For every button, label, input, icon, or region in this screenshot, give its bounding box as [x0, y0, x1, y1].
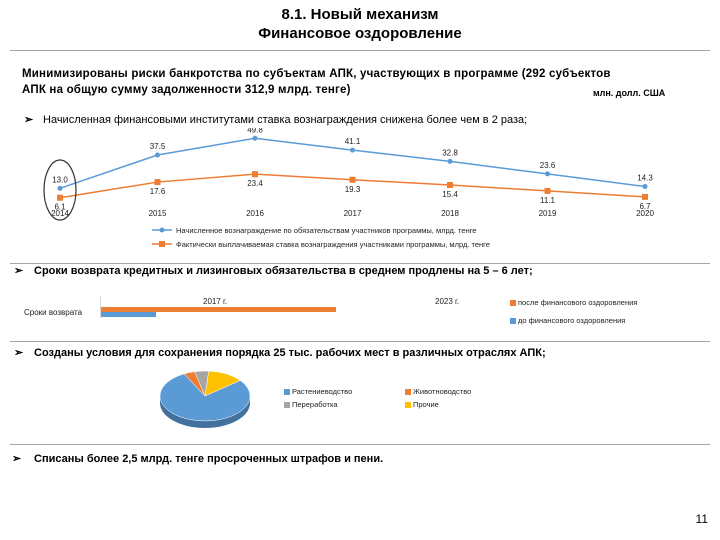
- bullet-2-text: Сроки возврата кредитных и лизинговых об…: [34, 265, 533, 277]
- data-label: 41.1: [345, 137, 361, 146]
- bullet-arrow-icon: ➢: [12, 453, 22, 465]
- intro-text: Минимизированы риски банкротства по субъ…: [22, 68, 611, 96]
- unit-label: млн. долл. США: [593, 88, 666, 98]
- page-number: 11: [695, 512, 708, 526]
- bar-label-after: 2023 г.: [435, 297, 460, 306]
- legend-after-marker: [510, 300, 516, 306]
- data-label: 15.4: [442, 190, 458, 199]
- data-label: 14.3: [637, 174, 653, 183]
- x-tick-label: 2017: [344, 209, 362, 218]
- bar-after: [101, 307, 337, 312]
- pie-legend-marker: [405, 389, 411, 395]
- series-1-point: [447, 182, 453, 189]
- series-0-point: [545, 171, 550, 177]
- data-label: 11.1: [540, 196, 556, 205]
- page-title-line1: 8.1. Новый механизм: [281, 6, 439, 23]
- pie-legend-label: Растениеводство: [292, 387, 353, 396]
- data-label: 37.5: [150, 142, 166, 151]
- data-label: 6.1: [54, 203, 66, 212]
- data-label: 32.8: [442, 148, 458, 157]
- series-1-point: [252, 171, 258, 178]
- data-label: 49.8: [247, 128, 263, 134]
- x-tick-label: 2014: [51, 209, 69, 218]
- data-label: 13.0: [52, 175, 68, 184]
- line-chart: 13.0 37.5 49.8 41.1 32.8 23.6 14.3 6.1 17.6 23.4 1…: [43, 128, 654, 249]
- data-label: 6.7: [639, 202, 651, 211]
- series-0-point: [642, 184, 648, 190]
- divider-2: [10, 263, 710, 264]
- bullet-4-text: Списаны более 2,5 млрд. тенге просроченн…: [34, 453, 384, 465]
- pie-legend-label: Прочие: [413, 400, 439, 409]
- x-tick-label: 2020: [636, 209, 654, 218]
- legend-before-marker: [510, 318, 516, 324]
- highlight-ellipse: [43, 159, 77, 221]
- x-tick-label: 2019: [539, 209, 557, 218]
- legend-label: Начисленное вознаграждение по обязательс…: [176, 226, 476, 235]
- bar-category-label: Сроки возврата: [24, 308, 83, 317]
- legend-marker: [159, 227, 165, 233]
- legend-before-label: до финансового оздоровления: [518, 316, 626, 325]
- series-0-point: [155, 152, 160, 158]
- legend-after-label: после финансового оздоровления: [518, 298, 638, 307]
- pie-legend-label: Переработка: [292, 400, 338, 409]
- page-title-line2: Финансовое оздоровление: [258, 25, 462, 42]
- bullet-arrow-icon: ➢: [14, 265, 24, 277]
- legend-marker: [159, 241, 165, 247]
- series-1-point: [154, 179, 161, 186]
- series-1-point: [349, 176, 356, 183]
- bar-before: [101, 312, 156, 317]
- series-1-point: [544, 187, 551, 194]
- pie-slice: [159, 373, 251, 422]
- legend-label: Фактически выплачиваемая ставка вознагра…: [176, 240, 490, 249]
- series-0-point: [350, 147, 355, 153]
- series-1-point: [642, 193, 648, 200]
- divider-3: [10, 341, 710, 342]
- series-1-point: [57, 194, 63, 201]
- data-label: 23.6: [540, 161, 556, 170]
- x-tick-label: 2018: [441, 209, 459, 218]
- pie-legend-marker: [405, 402, 411, 408]
- x-tick-label: 2015: [149, 209, 167, 218]
- pie-chart: [159, 370, 251, 428]
- data-label: 19.3: [345, 185, 361, 194]
- bullet-arrow-icon: ➢: [24, 114, 34, 126]
- title-divider: [10, 50, 710, 51]
- bar-axis: [100, 296, 101, 318]
- bar-label-before: 2017 г.: [203, 297, 228, 306]
- series-0-point: [447, 158, 453, 164]
- pie-legend-marker: [284, 389, 290, 395]
- pie-legend-marker: [284, 402, 290, 408]
- bullet-1-text: Начисленная финансовыми институтами став…: [43, 114, 528, 126]
- bullet-arrow-icon: ➢: [14, 347, 24, 359]
- pie-slice: [204, 370, 241, 397]
- bullet-3-text: Созданы условия для сохранения порядка 2…: [34, 347, 546, 359]
- pie-legend-label: Животноводство: [413, 387, 472, 396]
- series-0-point: [252, 135, 258, 141]
- divider-4: [10, 444, 710, 445]
- data-label: 23.4: [247, 179, 263, 188]
- series-0-point: [57, 185, 63, 191]
- x-tick-label: 2016: [246, 209, 264, 218]
- data-label: 17.6: [150, 187, 166, 196]
